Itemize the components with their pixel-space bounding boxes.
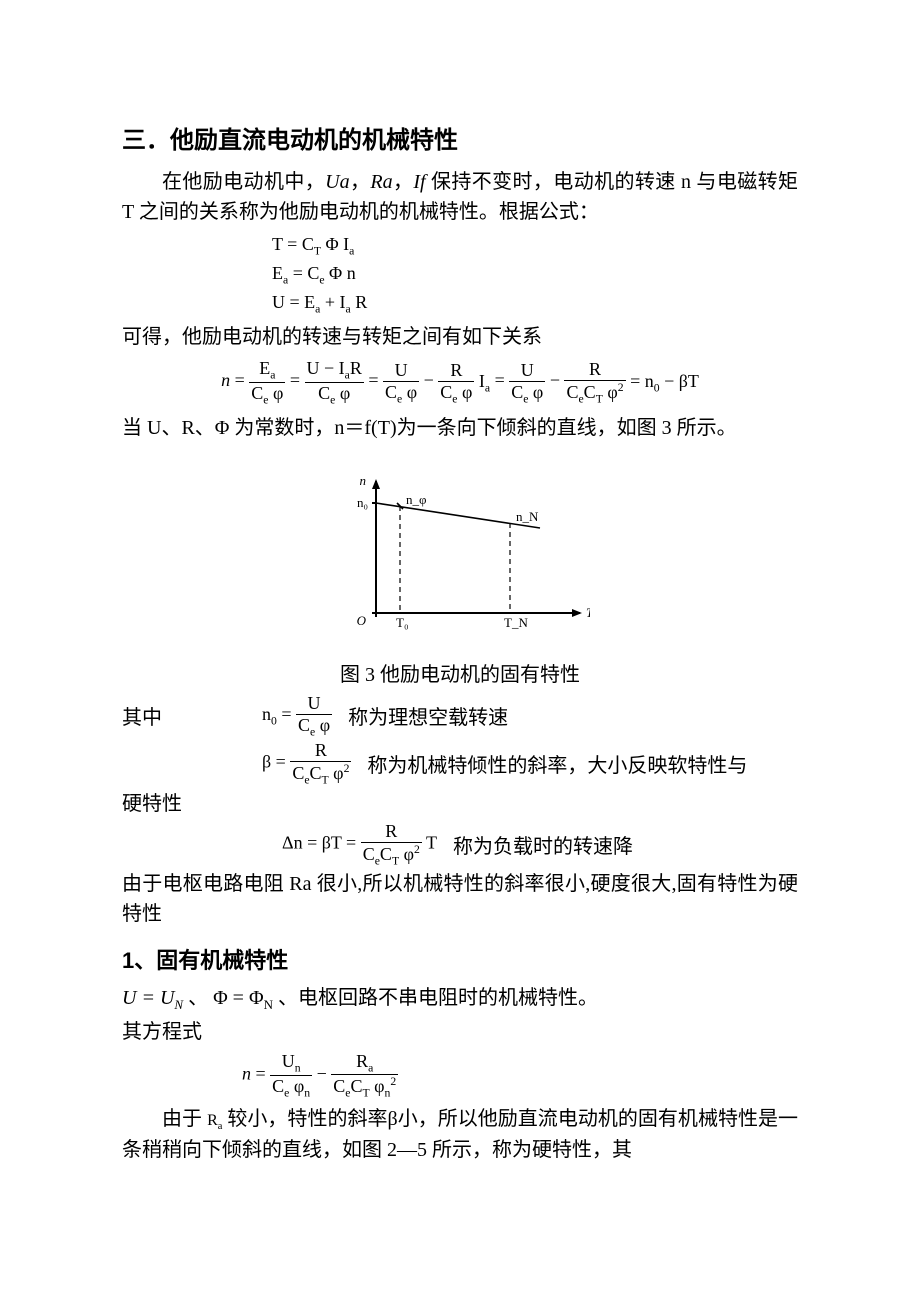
eq-text: T = C bbox=[272, 234, 314, 254]
var-ra: Ra bbox=[370, 171, 392, 193]
eq-voltage: U = Ea + Ia R bbox=[272, 289, 798, 318]
figure-caption: 图 3 他励电动机的固有特性 bbox=[122, 658, 798, 687]
svg-text:T_N: T_N bbox=[504, 615, 528, 630]
equation-block-basic: T = CT Φ Ia Ea = Ce Φ n U = Ea + Ia R bbox=[272, 231, 798, 318]
eq-op: − bbox=[317, 1064, 332, 1084]
frac-num: U bbox=[296, 693, 332, 714]
comma: ， bbox=[350, 171, 371, 193]
frac-Un: UnCe φn bbox=[270, 1051, 312, 1099]
eq-text: = C bbox=[288, 263, 319, 283]
def-formula-deltan: Δn = βT = RCeCT φ2 T bbox=[282, 821, 437, 868]
frac-RCCphi2: RCeCT φ2 bbox=[564, 359, 625, 406]
frac-num: R bbox=[361, 821, 422, 842]
frac-Ea: EaCe φ bbox=[249, 358, 285, 406]
svg-text:T: T bbox=[586, 605, 590, 620]
eq-op: = bbox=[495, 371, 510, 391]
def-row-beta: β = RCeCT φ2 称为机械特倾性的斜率，大小反映软特性与 bbox=[122, 740, 798, 787]
eq-text: + I bbox=[320, 292, 345, 312]
subsection-title: 1、固有机械特性 bbox=[122, 943, 798, 975]
eq-text: E bbox=[272, 263, 283, 283]
eq-suffix: T bbox=[426, 832, 437, 852]
eq-tail: = n0 − βT bbox=[630, 371, 699, 391]
svg-text:n_N: n_N bbox=[516, 509, 539, 524]
svg-text:O: O bbox=[357, 613, 367, 628]
intro-paragraph: 在他励电动机中，Ua，Ra，If 保持不变时，电动机的转速 n 与电磁转矩 T … bbox=[122, 167, 798, 227]
sec1-eq-label: 其方程式 bbox=[122, 1017, 798, 1047]
def-formula-beta: β = RCeCT φ2 bbox=[262, 740, 351, 787]
eq-lhs: n bbox=[221, 371, 230, 391]
eq-Ia: Ia bbox=[479, 371, 490, 391]
def-desc-n0: 称为理想空载转速 bbox=[348, 701, 508, 730]
def-formula-n0: n0 = UCe φ bbox=[262, 693, 332, 739]
intro-lead: 在他励电动机中， bbox=[162, 171, 325, 193]
eq-text: U = U bbox=[122, 987, 174, 1009]
sec1-tail: 、电枢回路不串电阻时的机械特性。 bbox=[278, 987, 598, 1009]
eq-text: U = E bbox=[272, 292, 315, 312]
frac-U2: UCe φ bbox=[509, 360, 545, 406]
eq-sub: N bbox=[174, 997, 183, 1012]
var-Ra: Ra bbox=[207, 1112, 222, 1129]
sep: 、 bbox=[188, 987, 208, 1009]
eq-text: Φ = Φ bbox=[213, 987, 264, 1009]
sec1-conditions: U = UN 、 Φ = ΦN 、电枢回路不串电阻时的机械特性。 bbox=[122, 983, 798, 1015]
def-row-deltan: Δn = βT = RCeCT φ2 T 称为负载时的转速降 bbox=[122, 821, 798, 868]
eq-text: R bbox=[351, 292, 368, 312]
comma: ， bbox=[393, 171, 414, 193]
eq-sub: T bbox=[314, 245, 321, 258]
frac-Ra: RaCeCT φn2 bbox=[331, 1051, 398, 1100]
svg-text:n: n bbox=[360, 473, 367, 488]
var-if: If bbox=[413, 171, 425, 193]
frac-num: R bbox=[290, 740, 351, 761]
frac-R: RCe φ bbox=[438, 360, 474, 406]
frac-U: UCe φ bbox=[383, 360, 419, 406]
relation-paragraph: 可得，他励电动机的转速与转矩之间有如下关系 bbox=[122, 322, 798, 352]
document-page: 三．他励直流电动机的机械特性 在他励电动机中，Ua，Ra，If 保持不变时，电动… bbox=[0, 0, 920, 1302]
diagram-figure-3: n T On₀ n_φ n_N T₀ T_N bbox=[122, 473, 798, 648]
linear-paragraph: 当 U、R、Φ 为常数时，n＝f(T)为一条向下倾斜的直线，如图 3 所示。 bbox=[122, 413, 798, 443]
def-row-n0: 其中 n0 = UCe φ 称为理想空载转速 bbox=[122, 693, 798, 739]
eq-lhs: n bbox=[242, 1064, 251, 1084]
eq-text: Φ I bbox=[321, 234, 349, 254]
eq-emf: Ea = Ce Φ n bbox=[272, 260, 798, 289]
svg-text:n_φ: n_φ bbox=[406, 492, 427, 507]
var-ua: Ua bbox=[325, 171, 349, 193]
def-desc-beta: 称为机械特倾性的斜率，大小反映软特性与 bbox=[367, 749, 747, 778]
eq-op: − bbox=[424, 371, 439, 391]
svg-text:n₀: n₀ bbox=[357, 495, 368, 510]
def-desc-deltan: 称为负载时的转速降 bbox=[453, 830, 633, 859]
main-equation: n = EaCe φ = U − IaRCe φ = UCe φ − RCe φ… bbox=[122, 358, 798, 406]
eq-sub: a bbox=[349, 245, 354, 258]
ra-small-paragraph: 由于电枢电路电阻 Ra 很小,所以机械特性的斜率很小,硬度很大,固有特性为硬特性 bbox=[122, 869, 798, 929]
svg-text:T₀: T₀ bbox=[396, 615, 408, 630]
sec1-equation: n = UnCe φn − RaCeCT φn2 bbox=[242, 1051, 798, 1100]
eq-op: = bbox=[290, 371, 305, 391]
eq-sub: N bbox=[264, 997, 273, 1012]
text-tail: 较小，特性的斜率β小，所以他励直流电动机的固有机械特性是一条稍稍向下倾斜的直线，… bbox=[122, 1108, 798, 1161]
eq-text: Φ n bbox=[325, 263, 356, 283]
eq-torque: T = CT Φ Ia bbox=[272, 231, 798, 260]
def-lead: 其中 bbox=[122, 701, 182, 730]
sec1-conclusion: 由于 Ra 较小，特性的斜率β小，所以他励直流电动机的固有机械特性是一条稍稍向下… bbox=[122, 1104, 798, 1165]
characteristic-diagram: n T On₀ n_φ n_N T₀ T_N bbox=[330, 473, 590, 643]
eq-op: − bbox=[550, 371, 565, 391]
frac-UIaR: U − IaRCe φ bbox=[305, 358, 364, 406]
eq-op: = bbox=[230, 371, 249, 391]
def-beta-continuation: 硬特性 bbox=[122, 789, 798, 819]
section-title: 三．他励直流电动机的机械特性 bbox=[122, 120, 798, 155]
eq-op: = bbox=[368, 371, 383, 391]
text: 由于 bbox=[162, 1108, 207, 1130]
